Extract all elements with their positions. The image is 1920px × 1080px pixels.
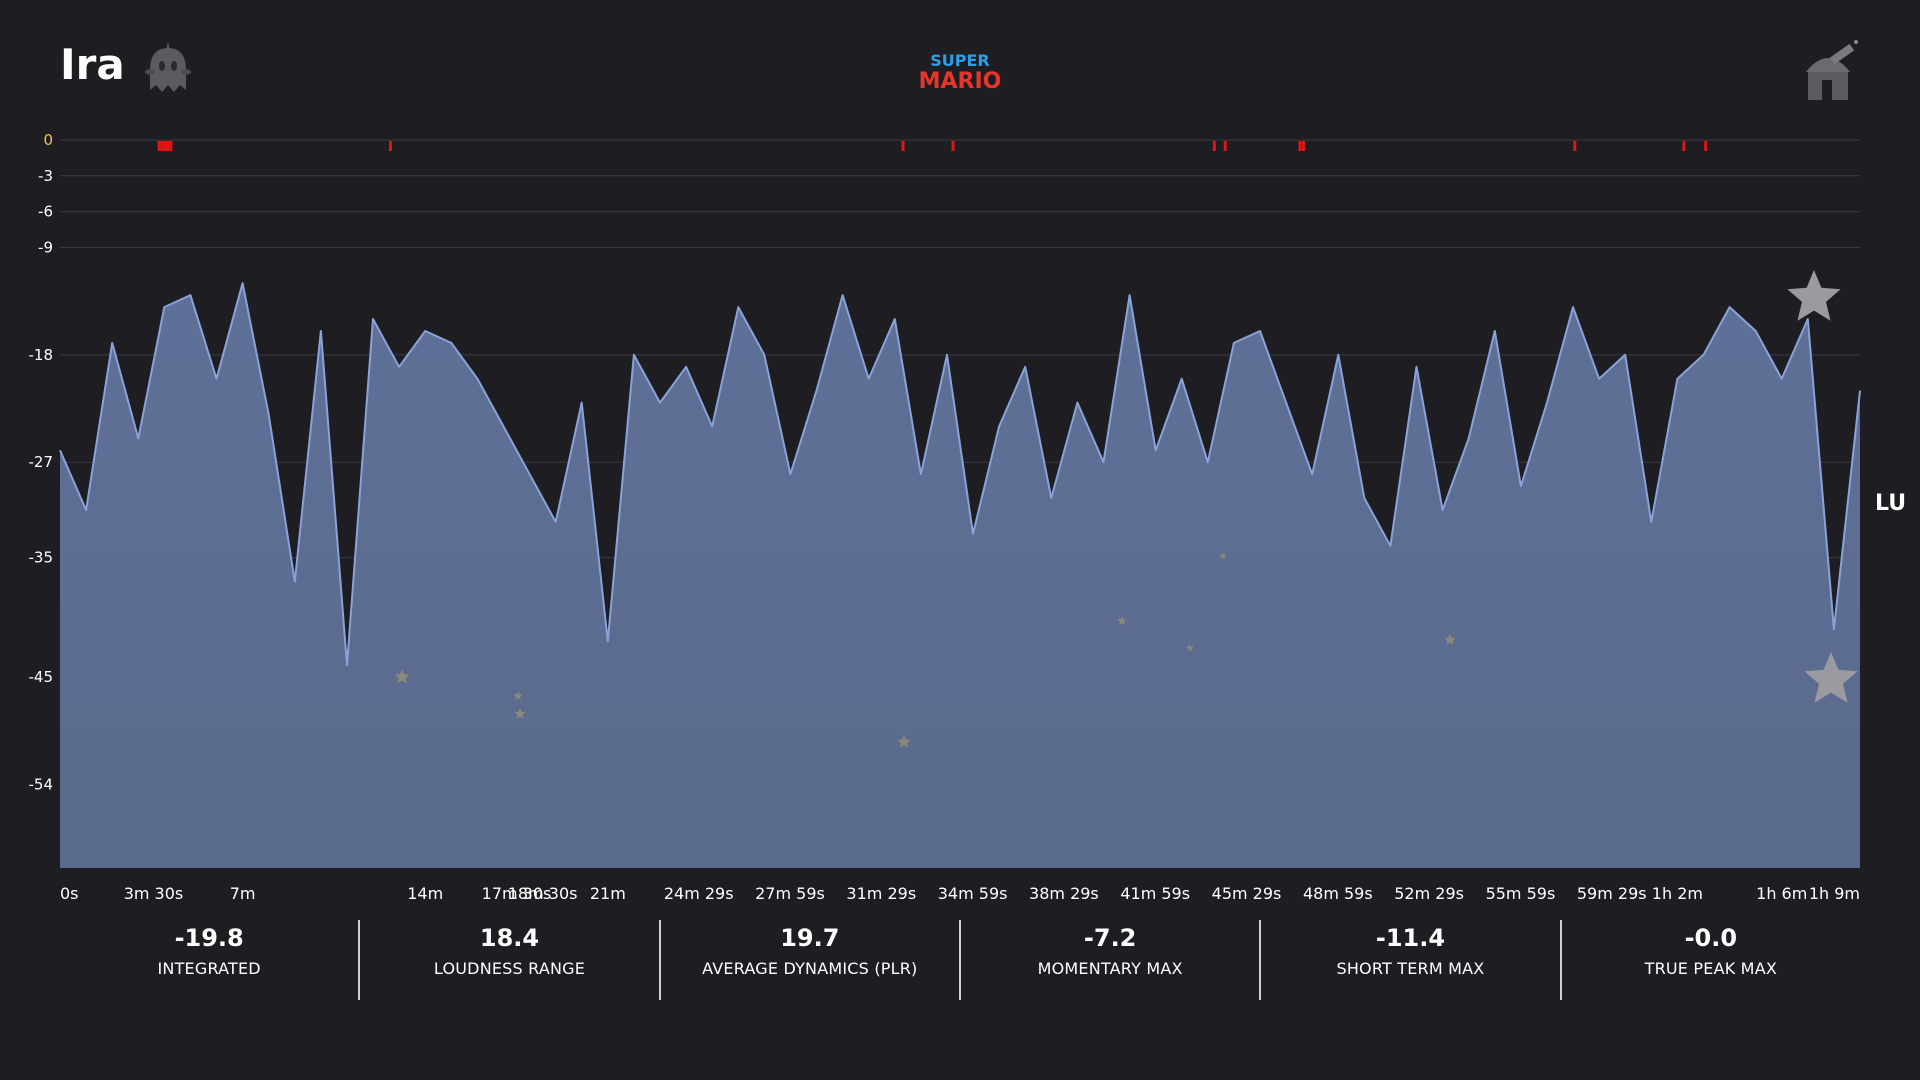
loudness-line (59, 282, 1861, 667)
clip-marker (1682, 141, 1686, 151)
y-tick-label: 0 (43, 131, 53, 149)
stat-integrated: -19.8 INTEGRATED (60, 920, 358, 1000)
stat-value: -0.0 (1684, 924, 1738, 952)
logo-bottom-text: MARIO (919, 69, 1002, 92)
x-tick-label: 27m 59s (755, 884, 825, 903)
clip-marker (1301, 141, 1305, 151)
x-tick-label: 18m 30s (508, 884, 578, 903)
y-tick-label: -27 (29, 453, 54, 471)
page-title: Ira (60, 40, 125, 89)
clip-marker (1704, 141, 1708, 151)
y-tick-label: -9 (38, 238, 53, 256)
star-bit-icon (514, 708, 526, 719)
clip-marker (160, 141, 164, 151)
clip-marker (1298, 141, 1302, 151)
x-tick-label: 24m 29s (664, 884, 734, 903)
stat-value: -7.2 (1083, 924, 1137, 952)
x-tick-label: 41m 59s (1120, 884, 1190, 903)
stat-true-peak-max: -0.0 TRUE PEAK MAX (1559, 920, 1860, 1000)
clip-marker (169, 141, 173, 151)
x-tick-label: 0s (60, 884, 79, 903)
star-bit-icon (513, 691, 523, 700)
y-tick-label: -18 (29, 346, 54, 364)
x-tick-label: 48m 59s (1303, 884, 1373, 903)
stat-label: MOMENTARY MAX (1037, 959, 1183, 978)
power-star-icon (1804, 652, 1858, 703)
y-tick-label: -3 (38, 167, 53, 185)
star-bit-icon (1444, 634, 1456, 645)
x-tick-label: 1h 6m (1756, 884, 1807, 903)
x-tick-label: 45m 29s (1212, 884, 1282, 903)
x-tick-label: 31m 29s (846, 884, 916, 903)
clip-marker (157, 141, 161, 151)
y-tick-label: -45 (29, 668, 54, 686)
y-tick-label: -6 (38, 203, 53, 221)
clip-marker (1573, 141, 1577, 151)
clip-marker (1223, 141, 1227, 151)
super-mario-logo: SUPER MARIO (919, 51, 1002, 92)
x-tick-label: 55m 59s (1486, 884, 1556, 903)
x-tick-label: 59m 29s (1577, 884, 1647, 903)
star-bit-icon (1117, 616, 1127, 625)
loudness-area (60, 283, 1860, 868)
stat-short-term-max: -11.4 SHORT TERM MAX (1259, 920, 1559, 1000)
power-star-icon (1787, 270, 1841, 321)
stats-bar: -19.8 INTEGRATED 18.4 LOUDNESS RANGE 19.… (60, 920, 1860, 1000)
x-tick-label: 7m (230, 884, 256, 903)
x-tick-label: 38m 29s (1029, 884, 1099, 903)
x-tick-label: 1h 2m (1652, 884, 1703, 903)
x-tick-label: 14m (407, 884, 443, 903)
x-tick-label: 21m (590, 884, 626, 903)
boo-ghost-icon (145, 42, 191, 92)
stat-average-dynamics: 19.7 AVERAGE DYNAMICS (PLR) (658, 920, 959, 1000)
x-tick-label: 34m 59s (938, 884, 1008, 903)
stat-label: TRUE PEAK MAX (1644, 959, 1777, 978)
y-tick-label: -35 (29, 549, 54, 567)
stat-label: AVERAGE DYNAMICS (PLR) (702, 959, 918, 978)
stat-value: -11.4 (1375, 924, 1446, 952)
star-bit-icon (1219, 552, 1227, 560)
clip-marker (166, 141, 170, 151)
stat-loudness-range: 18.4 LOUDNESS RANGE (358, 920, 658, 1000)
stat-momentary-max: -7.2 MOMENTARY MAX (958, 920, 1259, 1000)
observatory-icon (1806, 40, 1858, 100)
stat-value: -19.8 (174, 924, 244, 952)
clip-marker (1212, 141, 1216, 151)
clip-marker (388, 141, 392, 151)
stat-value: 18.4 (479, 924, 540, 952)
logo-top-text: SUPER (930, 51, 990, 70)
x-tick-label: 52m 29s (1394, 884, 1464, 903)
stat-label: SHORT TERM MAX (1336, 959, 1485, 978)
star-bit-icon (1186, 644, 1194, 652)
clip-marker (901, 141, 905, 151)
stat-label: LOUDNESS RANGE (433, 959, 586, 978)
clip-marker (951, 141, 955, 151)
x-tick-label: 3m 30s (124, 884, 184, 903)
y-tick-label: -54 (29, 775, 54, 793)
star-bit-icon (897, 735, 911, 748)
star-bit-icon (394, 669, 410, 684)
x-tick-label: 17m 30s (482, 884, 552, 903)
stat-value: 19.7 (780, 924, 840, 952)
x-tick-label: 1h 9m (1809, 884, 1860, 903)
stat-label: INTEGRATED (157, 959, 261, 978)
clip-marker (163, 141, 167, 151)
y-axis-unit-label: LU (1875, 491, 1906, 516)
